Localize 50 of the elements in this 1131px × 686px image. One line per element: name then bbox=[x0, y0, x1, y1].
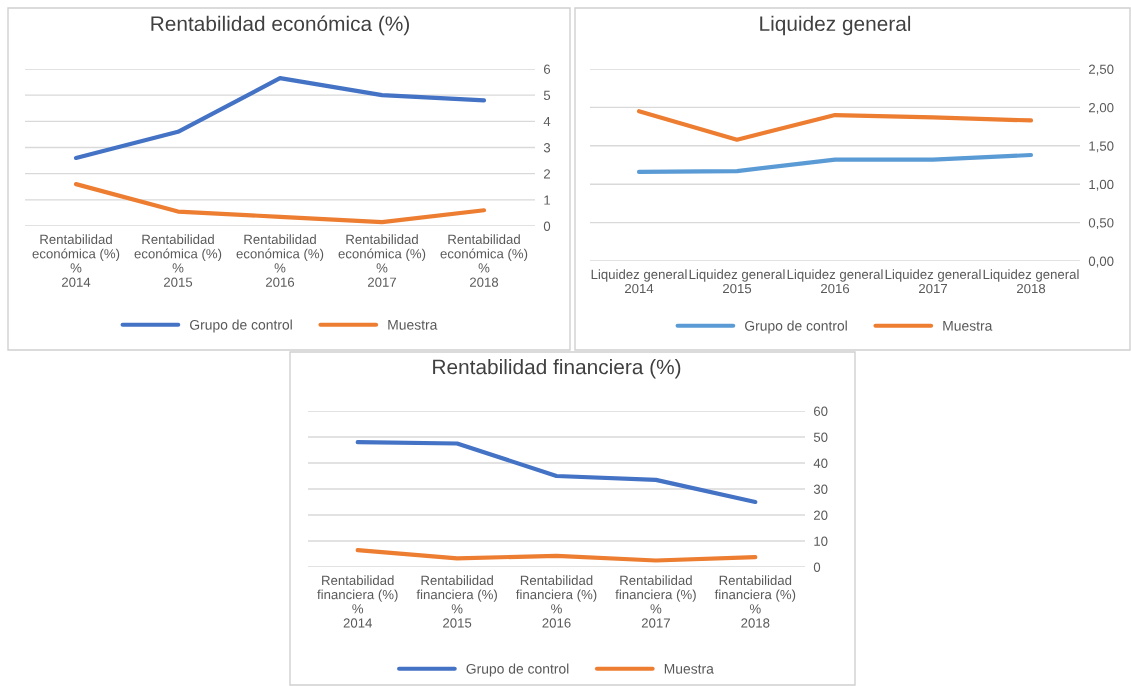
x-tick-label: Rentabilidad financiera (%) % 2014 bbox=[317, 575, 398, 628]
line-series bbox=[636, 109, 1034, 142]
y-tick-label: 6 bbox=[544, 64, 551, 74]
y-tick-label: 4 bbox=[543, 117, 551, 127]
legend-label: Grupo de control bbox=[190, 319, 292, 333]
line-series bbox=[355, 548, 758, 563]
y-tick-label: 3 bbox=[543, 143, 551, 153]
x-tick-label: Rentabilidad financiera (%) % 2017 bbox=[615, 575, 696, 628]
y-tick-label: 60 bbox=[814, 406, 828, 416]
y-tick-label: 1,00 bbox=[1089, 179, 1114, 191]
chart-title: Rentabilidad económica (%) bbox=[151, 15, 409, 36]
x-tick-label: Liquidez general 2017 bbox=[885, 269, 981, 294]
x-tick-label: Liquidez general 2018 bbox=[983, 269, 1079, 294]
y-tick-label: 40 bbox=[813, 458, 828, 468]
y-tick-label: 2,00 bbox=[1089, 102, 1114, 114]
x-tick-label: Liquidez general 2015 bbox=[689, 269, 785, 294]
y-tick-label: 1,50 bbox=[1089, 141, 1114, 153]
y-tick-label: 10 bbox=[814, 536, 828, 546]
x-tick-label: Liquidez general 2014 bbox=[591, 269, 687, 294]
y-tick-label: 20 bbox=[814, 510, 828, 520]
line-series bbox=[636, 152, 1034, 174]
x-tick-label: Rentabilidad financiera (%) % 2016 bbox=[515, 575, 597, 628]
legend-label: Grupo de control bbox=[466, 663, 569, 677]
y-tick-label: 5 bbox=[543, 90, 551, 101]
y-tick-label: 0 bbox=[813, 562, 821, 572]
legend-label: Grupo de control bbox=[745, 320, 847, 334]
x-tick-label: Rentabilidad económica (%) % 2016 bbox=[236, 234, 324, 287]
y-tick-label: 1 bbox=[544, 195, 551, 205]
chart-title: Rentabilidad financiera (%) bbox=[433, 359, 681, 379]
y-tick-label: 0,50 bbox=[1088, 218, 1114, 230]
x-tick-label: Rentabilidad económica (%) % 2018 bbox=[440, 234, 528, 287]
legend-label: Muestra bbox=[664, 664, 714, 674]
legend-label: Muestra bbox=[943, 321, 993, 331]
line-series bbox=[355, 440, 758, 505]
y-tick-label: 0 bbox=[543, 221, 551, 231]
legend-label: Muestra bbox=[388, 320, 438, 330]
y-tick-label: 30 bbox=[813, 484, 828, 494]
x-tick-label: Rentabilidad financiera (%) % 2018 bbox=[714, 575, 796, 628]
x-tick-label: Liquidez general 2016 bbox=[787, 269, 883, 294]
x-tick-label: Rentabilidad económica (%) % 2014 bbox=[32, 234, 120, 287]
x-tick-label: Rentabilidad económica (%) % 2017 bbox=[338, 234, 426, 287]
line-series bbox=[73, 182, 487, 225]
y-tick-label: 2,50 bbox=[1089, 64, 1114, 76]
x-tick-label: Rentabilidad económica (%) % 2015 bbox=[134, 234, 222, 287]
line-series bbox=[73, 76, 487, 161]
x-tick-label: Rentabilidad financiera (%) % 2015 bbox=[416, 575, 497, 628]
chart-title: Liquidez general bbox=[760, 15, 911, 36]
y-tick-label: 50 bbox=[813, 432, 828, 442]
y-tick-label: 0,00 bbox=[1088, 256, 1114, 268]
y-tick-label: 2 bbox=[544, 169, 551, 179]
